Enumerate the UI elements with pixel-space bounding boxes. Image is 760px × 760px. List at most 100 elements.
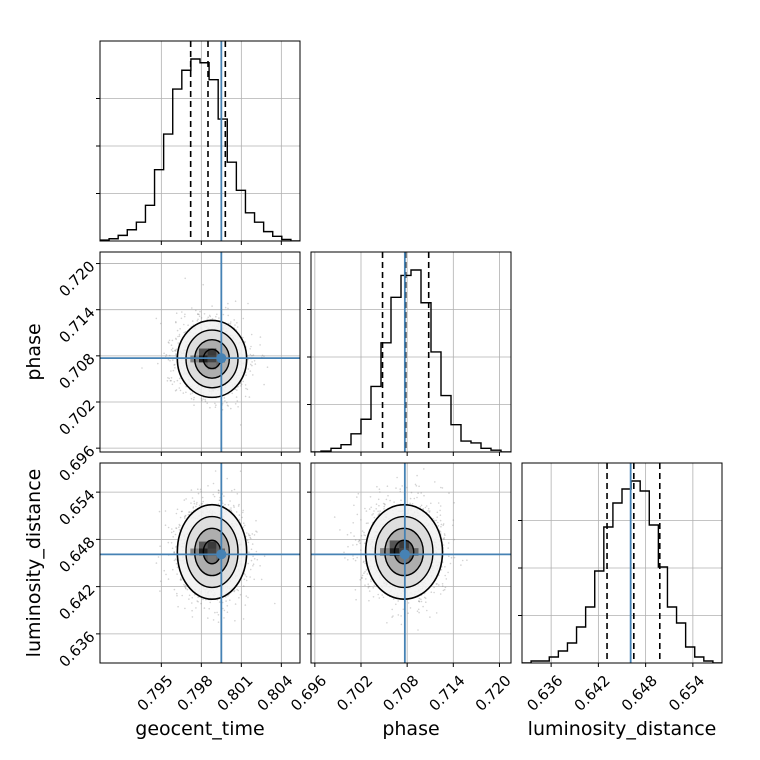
sample-point: [416, 610, 419, 612]
sample-point: [192, 398, 195, 401]
sample-point: [443, 588, 446, 591]
sample-point: [247, 596, 249, 599]
sample-point: [252, 563, 255, 565]
sample-point: [226, 404, 229, 407]
sample-point: [168, 339, 171, 342]
sample-point: [435, 519, 438, 522]
sample-point: [176, 592, 178, 595]
sample-point: [201, 496, 204, 499]
sample-point: [247, 368, 250, 370]
sample-point: [171, 383, 174, 386]
sample-point: [363, 560, 365, 563]
sample-point: [371, 514, 373, 516]
sample-point: [195, 503, 198, 505]
sample-point: [193, 500, 195, 503]
sample-point: [163, 352, 165, 355]
sample-point: [191, 616, 194, 618]
sample-point: [266, 366, 269, 369]
sample-point: [452, 519, 455, 521]
sample-point: [179, 524, 181, 527]
sample-point: [425, 505, 428, 507]
sample-point: [212, 482, 215, 485]
sample-point: [191, 596, 194, 599]
density-cell: [207, 548, 217, 556]
sample-point: [378, 504, 380, 507]
sample-point: [441, 585, 444, 587]
sample-point: [233, 589, 236, 592]
y-tick-label: 0.696: [55, 442, 98, 485]
sample-point: [378, 512, 381, 515]
sample-point: [159, 545, 161, 547]
sample-point: [244, 395, 247, 398]
sample-point: [167, 541, 170, 544]
x-tick-label: 0.720: [472, 672, 515, 715]
sample-point: [449, 562, 452, 565]
sample-point: [352, 558, 355, 560]
sample-point: [442, 589, 445, 592]
density-cell: [207, 541, 217, 549]
sample-point: [363, 572, 365, 574]
sample-point: [231, 392, 233, 395]
sample-point: [183, 323, 185, 326]
sample-point: [386, 485, 389, 488]
sample-point: [172, 536, 174, 538]
x-tick-label: 0.648: [618, 672, 661, 715]
sample-point: [176, 594, 178, 597]
sample-point: [246, 539, 249, 542]
sample-point: [364, 571, 366, 573]
sample-point: [353, 535, 355, 537]
sample-point: [180, 577, 182, 579]
sample-point: [369, 496, 372, 498]
sample-point: [179, 516, 182, 519]
sample-point: [193, 502, 196, 505]
x-tick-label: 0.642: [571, 672, 614, 715]
sample-point: [242, 511, 244, 514]
sample-point: [170, 344, 173, 347]
x-tick-label: 0.801: [214, 672, 257, 715]
sample-point: [179, 579, 182, 581]
sample-point: [367, 585, 370, 588]
sample-point: [175, 337, 177, 340]
sample-point: [420, 598, 422, 601]
sample-point: [361, 576, 363, 579]
sample-point: [241, 516, 243, 519]
sample-point: [191, 609, 193, 612]
sample-point: [179, 578, 182, 581]
sample-point: [361, 530, 364, 532]
sample-point: [164, 355, 167, 358]
sample-point: [171, 528, 173, 530]
x-tick-label: 0.708: [379, 672, 422, 715]
sample-point: [227, 504, 230, 506]
sample-point: [395, 603, 397, 606]
sample-point: [167, 358, 170, 361]
sample-point: [232, 504, 235, 507]
sample-point: [183, 331, 185, 334]
sample-point: [261, 354, 264, 357]
sample-point: [196, 501, 198, 504]
truth-marker: [216, 549, 227, 560]
sample-point: [175, 321, 177, 323]
sample-point: [155, 317, 158, 320]
sample-point: [238, 597, 240, 599]
sample-point: [251, 543, 254, 545]
sample-point: [434, 519, 436, 522]
sample-point: [249, 536, 251, 539]
sample-point: [238, 503, 240, 506]
sample-point: [188, 598, 190, 600]
sample-point: [200, 398, 203, 400]
sample-point: [209, 315, 211, 318]
sample-point: [377, 593, 380, 596]
sample-point: [233, 590, 236, 593]
sample-point: [382, 502, 385, 505]
sample-point: [440, 525, 442, 528]
sample-point: [179, 328, 181, 330]
density-cell: [207, 348, 217, 356]
sample-point: [415, 485, 418, 487]
axes-frame: [310, 251, 512, 453]
sample-point: [430, 591, 433, 593]
sample-point: [208, 607, 210, 610]
sample-point: [236, 326, 239, 328]
sample-point: [216, 611, 218, 614]
sample-point: [249, 348, 251, 350]
sample-point: [193, 404, 195, 407]
